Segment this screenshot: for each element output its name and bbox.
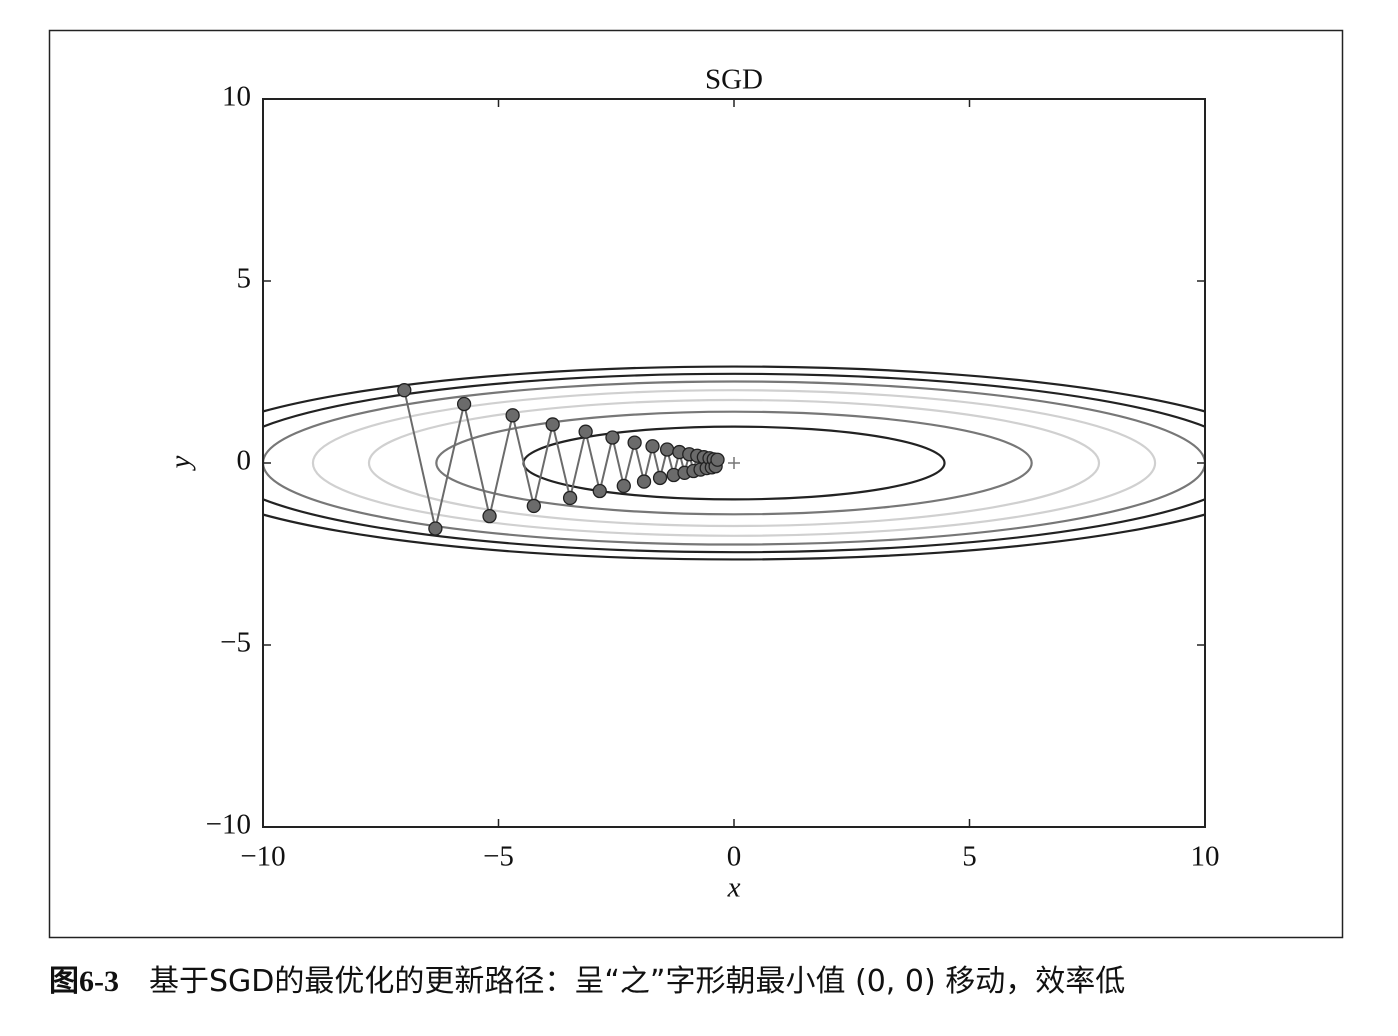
caption-label: 图6-3 [49, 965, 119, 998]
y-axis-label: y [165, 455, 197, 471]
contour [367, 398, 1101, 528]
sgd-point [428, 521, 443, 536]
sgd-point [710, 452, 725, 467]
sgd-point [645, 439, 660, 454]
y-tick-label: −10 [206, 809, 251, 841]
sgd-point [652, 470, 668, 486]
contour [263, 372, 1205, 554]
sgd-point [505, 408, 520, 423]
minimum-marker [728, 457, 740, 469]
x-tick-label: −10 [240, 841, 285, 873]
chart: SGD x y −10 −5 0 5 10 −10 −5 0 5 10 [48, 29, 1344, 939]
sgd-point [616, 478, 631, 494]
y-tick-label: 10 [222, 81, 251, 113]
x-axis-label: x [727, 872, 741, 904]
sgd-point [627, 435, 642, 450]
figure-frame [48, 29, 1344, 939]
sgd-point [605, 430, 620, 445]
contour [435, 410, 1033, 516]
x-tick-label: 0 [727, 841, 742, 873]
contour [263, 380, 1205, 546]
sgd-point [659, 442, 675, 457]
contour [263, 365, 1205, 561]
x-tick-label: −5 [483, 841, 514, 873]
plot-frame [262, 98, 1206, 828]
sgd-point [456, 396, 472, 412]
sgd-point [526, 498, 541, 514]
sgd-point [562, 490, 578, 506]
caption-text: 基于SGD的最优化的更新路径：呈“之”字形朝最小值 (0, 0) 移动，效率低 [149, 964, 1126, 999]
contour [311, 389, 1157, 537]
y-tick-label: 5 [237, 263, 252, 295]
sgd-point [592, 483, 607, 499]
x-tick-label: 5 [962, 841, 977, 873]
x-tick-label: 10 [1191, 841, 1220, 873]
sgd-point [482, 508, 497, 524]
y-tick-label: −5 [220, 627, 251, 659]
contours [263, 365, 1205, 561]
y-tick-label: 0 [237, 445, 252, 477]
sgd-point [545, 417, 560, 432]
caption: 图6-3 基于SGD的最优化的更新路径：呈“之”字形朝最小值 (0, 0) 移动，… [49, 956, 1125, 1000]
chart-title: SGD [705, 64, 763, 96]
sgd-point [578, 424, 593, 439]
sgd-point [397, 383, 412, 398]
marks [262, 98, 1206, 828]
sgd-point [636, 474, 652, 489]
sgd-path [403, 389, 719, 529]
